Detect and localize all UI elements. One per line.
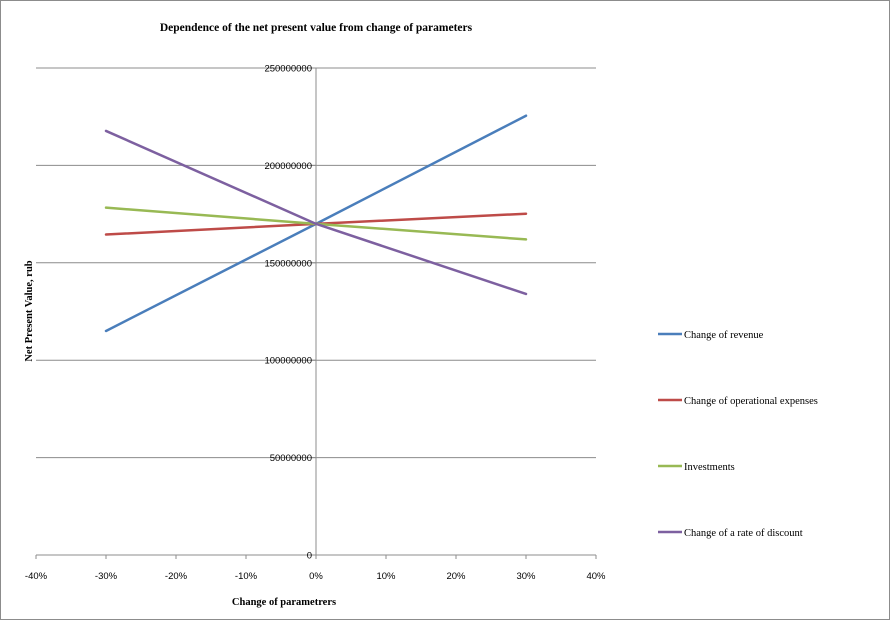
- legend: Change of revenue Change of operational e…: [658, 330, 818, 539]
- x-tick-label: 0%: [309, 571, 323, 582]
- x-tick-label: 10%: [376, 571, 396, 582]
- y-axis-label: Net Present Value, rub: [24, 260, 35, 361]
- x-tick-label: 30%: [516, 571, 536, 582]
- legend-label: Change of revenue: [684, 330, 764, 341]
- x-axis-label: Change of parametrers: [232, 597, 336, 608]
- x-tick-label: 40%: [586, 571, 606, 582]
- x-tick-label: -20%: [165, 571, 188, 582]
- legend-label: Change of operational expenses: [684, 396, 818, 407]
- series-line-3: [104, 129, 528, 296]
- axes: [35, 67, 597, 559]
- chart-title: Dependence of the net present value from…: [160, 22, 473, 34]
- y-tick-label: 200000000: [264, 161, 312, 172]
- y-tick-label: 150000000: [264, 258, 312, 269]
- y-tick-label: 250000000: [264, 64, 312, 75]
- tick-labels: 0 50000000 100000000 150000000 200000000 2500…: [25, 64, 606, 583]
- series-layer: [104, 114, 528, 333]
- x-tick-label: 20%: [446, 571, 466, 582]
- y-tick-label: 50000000: [270, 453, 312, 464]
- x-tick-label: -30%: [95, 571, 118, 582]
- legend-label: Investments: [684, 462, 735, 473]
- y-tick-label: 100000000: [264, 356, 312, 367]
- x-tick-label: -40%: [25, 571, 48, 582]
- legend-label: Change of a rate of discount: [684, 528, 803, 539]
- x-tick-label: -10%: [235, 571, 258, 582]
- y-tick-label: 0: [307, 551, 312, 562]
